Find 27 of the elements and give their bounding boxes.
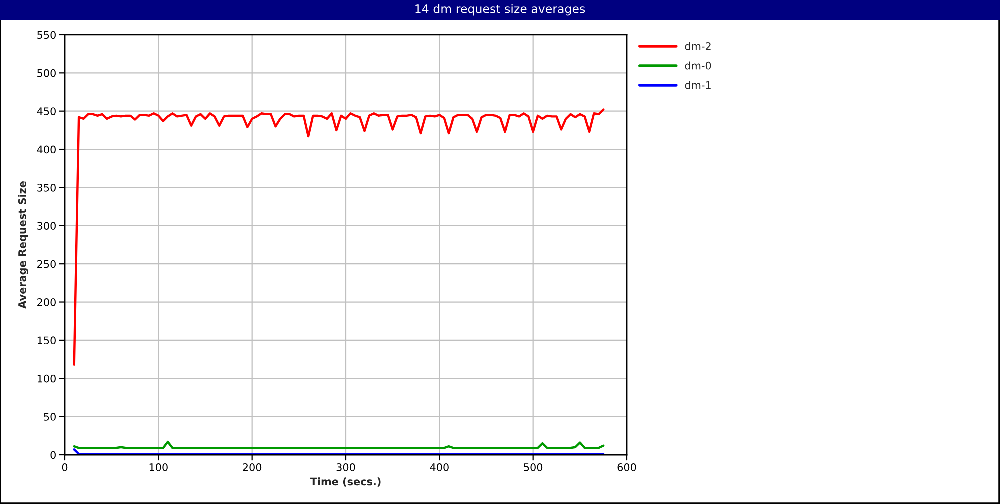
y-tick-label: 400 <box>37 146 56 154</box>
line-series <box>73 108 605 366</box>
x-tick-label: 300 <box>336 464 356 472</box>
y-tick-label: 350 <box>38 184 56 192</box>
x-axis-title: Time (secs.) <box>310 478 381 487</box>
x-tick-label: 600 <box>618 464 636 472</box>
y-tick-label: 550 <box>38 31 56 40</box>
y-tick-label: 150 <box>38 336 56 345</box>
y-axis-title: Average Request Size <box>18 182 28 309</box>
y-tick-label: 500 <box>38 69 56 78</box>
legend-label: dm-0 <box>685 62 712 70</box>
chart-title: 14 dm request size averages <box>416 4 586 16</box>
y-tick-label: 200 <box>38 298 56 306</box>
legend-label: dm-2 <box>685 42 711 50</box>
legend-label: dm-1 <box>685 81 711 90</box>
x-tick-label: 500 <box>524 464 543 472</box>
x-tick-label: 400 <box>430 464 449 472</box>
y-tick-label: 0 <box>50 451 56 460</box>
y-tick-label: 250 <box>38 260 56 268</box>
x-tick-label: 0 <box>62 464 68 472</box>
y-tick-label: 450 <box>37 108 56 116</box>
x-tick-label: 100 <box>150 464 168 472</box>
line-series <box>73 440 605 450</box>
y-tick-label: 50 <box>44 413 56 421</box>
x-tick-label: 200 <box>243 464 262 472</box>
y-tick-label: 100 <box>38 374 56 383</box>
y-tick-label: 300 <box>38 222 56 230</box>
